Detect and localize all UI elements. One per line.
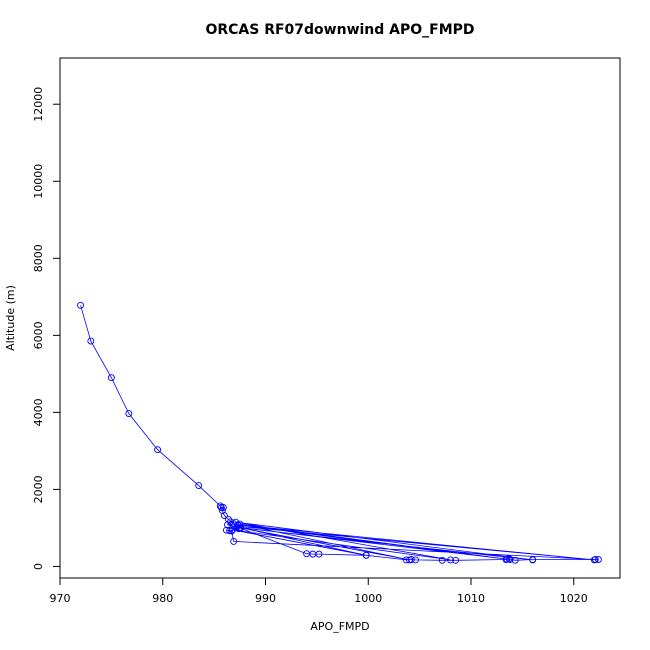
data-point <box>405 556 413 564</box>
data-point <box>362 551 370 559</box>
data-point <box>195 482 203 490</box>
data-point <box>506 556 514 563</box>
data-point <box>154 446 162 454</box>
data-point <box>228 527 236 535</box>
data-point <box>217 504 225 511</box>
y-tick-label: 6000 <box>32 321 45 349</box>
data-point <box>594 556 602 563</box>
data-point <box>219 504 227 511</box>
x-axis-label: APO_FMPD <box>310 620 369 633</box>
data-point <box>402 556 410 564</box>
data-point <box>503 555 511 563</box>
data-point <box>303 550 311 558</box>
x-tick-label: 980 <box>152 592 173 605</box>
data-point <box>529 556 537 564</box>
data-point <box>77 301 85 309</box>
y-tick-label: 4000 <box>32 398 45 426</box>
data-point <box>225 516 232 523</box>
x-tick-label: 1010 <box>457 592 485 605</box>
data-point <box>229 526 237 534</box>
y-tick-label: 10000 <box>32 164 45 199</box>
x-tick-label: 990 <box>255 592 276 605</box>
data-point <box>230 537 238 545</box>
data-point <box>87 337 95 345</box>
data-point <box>125 410 133 417</box>
x-tick-label: 970 <box>50 592 71 605</box>
series-group <box>77 301 602 564</box>
data-point <box>452 556 460 564</box>
y-axis: 0 2000 4000 6000 8000 10000 12000 <box>32 87 60 570</box>
chart-title: ORCAS RF07downwind APO_FMPD <box>205 22 474 38</box>
y-tick-label: 0 <box>32 563 45 570</box>
x-tick-label: 1000 <box>354 592 382 605</box>
data-point <box>220 512 228 520</box>
data-point <box>590 556 598 564</box>
y-tick-label: 8000 <box>32 244 45 272</box>
data-point <box>447 556 454 564</box>
data-point <box>232 518 240 526</box>
plot-frame <box>59 57 621 579</box>
data-point <box>224 521 231 529</box>
x-tick-label: 1020 <box>560 592 588 605</box>
data-point <box>236 524 244 531</box>
series-line <box>80 305 599 561</box>
data-point <box>511 556 519 564</box>
data-point <box>107 374 115 382</box>
y-axis-label: Altitude (m) <box>4 285 17 351</box>
y-tick-label: 2000 <box>32 475 45 503</box>
data-point <box>236 520 244 528</box>
x-axis: 970 980 990 1000 1010 1020 <box>50 578 588 605</box>
y-tick-label: 12000 <box>32 87 45 122</box>
data-point <box>438 556 446 564</box>
